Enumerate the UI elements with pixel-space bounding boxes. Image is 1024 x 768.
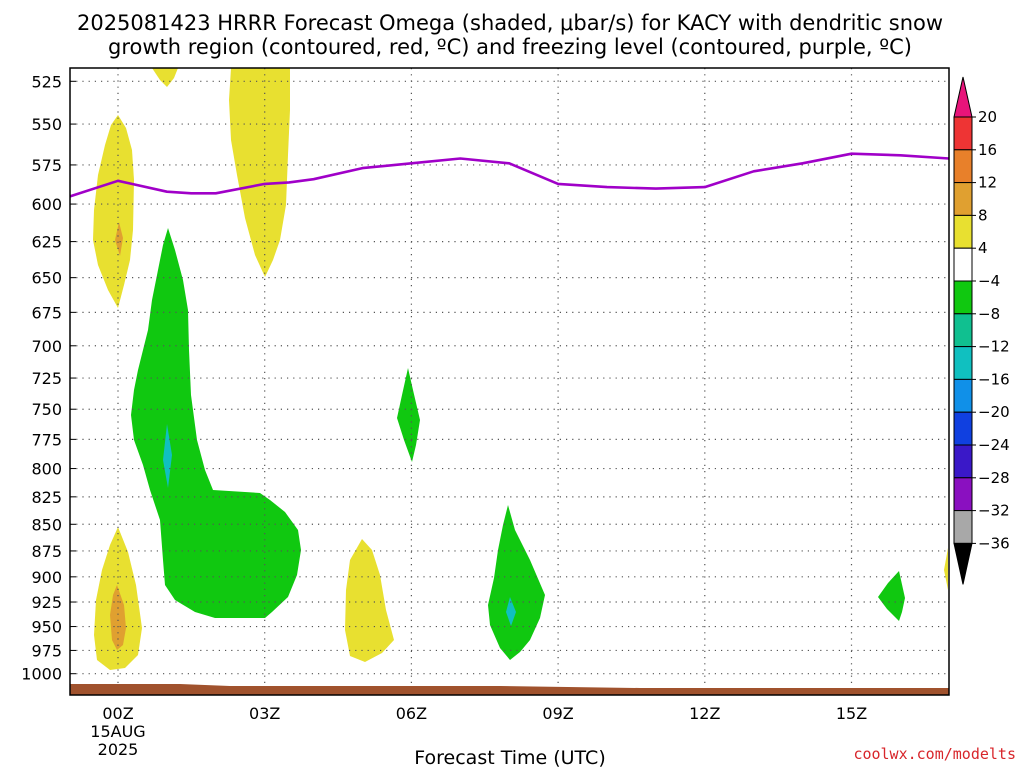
colorbar-label: −4: [978, 272, 1000, 290]
chart-title-line-1: 2025081423 HRRR Forecast Omega (shaded, …: [77, 11, 943, 35]
y-tick-label: 525: [31, 72, 62, 91]
colorbar-label: −16: [978, 370, 1010, 388]
y-tick-label: 625: [31, 233, 62, 252]
omega-negative-region: [397, 368, 420, 462]
y-tick-label: 550: [31, 115, 62, 134]
omega-negative-region: [506, 597, 516, 626]
omega-positive-region: [229, 68, 290, 277]
colorbar-segment: [953, 116, 973, 151]
y-tick-label: 925: [31, 593, 62, 612]
omega-positive-region: [345, 539, 394, 662]
colorbar-label: −32: [978, 502, 1010, 520]
colorbar-label: 12: [978, 174, 997, 192]
colorbar-segment: [953, 444, 973, 479]
omega-shading: [93, 68, 948, 670]
omega-negative-region: [131, 228, 301, 618]
omega-positive-region: [93, 115, 134, 308]
y-tick-label: 775: [31, 430, 62, 449]
colorbar-label: 8: [978, 206, 988, 224]
omega-positive-region: [115, 222, 123, 256]
colorbar-label: 20: [978, 108, 997, 126]
x-date-label: 15AUG: [90, 722, 145, 741]
y-tick-label: 750: [31, 400, 62, 419]
y-tick-label: 1000: [21, 665, 62, 684]
colorbar-label: −12: [978, 338, 1010, 356]
colorbar-label: −24: [978, 436, 1010, 454]
colorbar-segment: [953, 149, 973, 184]
source-credit: coolwx.com/modelts: [853, 745, 1016, 763]
colorbar-segment: [953, 313, 973, 348]
x-tick-label: 12Z: [689, 704, 720, 723]
x-date-label: 2025: [98, 740, 139, 759]
colorbar-segment: [953, 247, 973, 282]
x-axis-label: Forecast Time (UTC): [414, 747, 605, 768]
colorbar-bottom-arrow: [953, 542, 973, 585]
colorbar-segment: [953, 378, 973, 413]
y-tick-label: 875: [31, 542, 62, 561]
colorbar-segment: [953, 214, 973, 249]
y-tick-label: 900: [31, 568, 62, 587]
colorbar-label: 4: [978, 239, 988, 257]
colorbar-segment: [953, 510, 973, 544]
omega-positive-region: [944, 548, 948, 590]
colorbar-label: −28: [978, 469, 1010, 487]
freezing-level: [69, 152, 950, 198]
y-tick-label: 700: [31, 337, 62, 356]
y-tick-labels: 525 550 575 600 625 650 675 700 725 750 775 800 825 8…: [21, 72, 62, 683]
omega-negative-region: [878, 571, 905, 621]
omega-positive-region: [110, 585, 126, 650]
chart-title-line-2: growth region (contoured, red, ºC) and f…: [108, 35, 912, 59]
omega-positive-region: [152, 68, 178, 87]
omega-negative-region: [163, 424, 172, 488]
y-tick-label: 975: [31, 641, 62, 660]
gridlines: [70, 68, 949, 695]
x-tick-label: 06Z: [396, 704, 427, 723]
colorbar-segment: [953, 280, 973, 315]
omega-negative-region: [488, 505, 545, 660]
x-tick-label: 03Z: [249, 704, 280, 723]
y-tick-label: 675: [31, 303, 62, 322]
y-tick-label: 850: [31, 515, 62, 534]
y-tick-label: 825: [31, 488, 62, 507]
colorbar-label: −36: [978, 534, 1010, 552]
plot-frame: [69, 67, 950, 696]
colorbar-label: 16: [978, 141, 997, 159]
freezing-level-line: [69, 152, 950, 198]
colorbar-segment: [953, 477, 973, 512]
x-tick-label: 00Z: [102, 704, 133, 723]
y-tick-label: 600: [31, 195, 62, 214]
colorbar-top-arrow: [953, 76, 973, 118]
y-tick-label: 800: [31, 460, 62, 479]
y-tick-label: 650: [31, 269, 62, 288]
y-tick-label: 575: [31, 156, 62, 175]
ground-layer: [70, 684, 949, 695]
x-tick-label: 15Z: [836, 704, 867, 723]
x-tick-label: 09Z: [542, 704, 573, 723]
y-tick-label: 950: [31, 618, 62, 637]
colorbar: 20 16 12 8 4 −4 −8 −12 −16 −20 −24 −28 −32 −36: [953, 76, 1010, 585]
colorbar-segment: [953, 346, 973, 380]
y-tick-label: 725: [31, 369, 62, 388]
colorbar-segment: [953, 182, 973, 216]
ground-surface: [70, 684, 949, 695]
colorbar-label: −20: [978, 403, 1010, 421]
colorbar-label: −8: [978, 305, 1000, 323]
colorbar-segment: [953, 411, 973, 446]
